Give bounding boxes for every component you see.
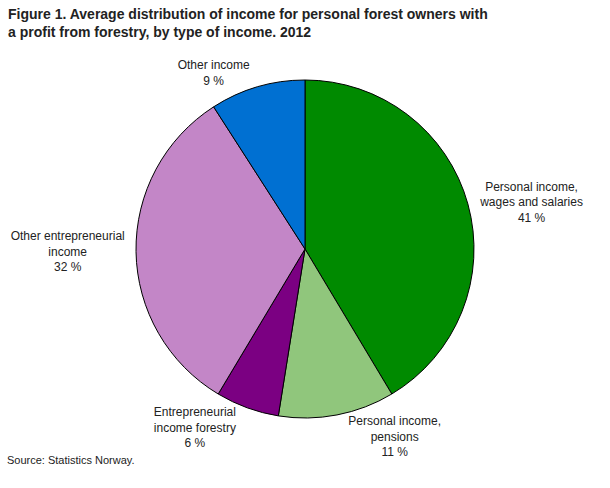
svg-text:Entrepreneurialincome forestry: Entrepreneurialincome forestry6 % <box>154 405 236 450</box>
svg-text:Figure 1. Average distribution: Figure 1. Average distribution of income… <box>8 6 488 40</box>
svg-text:Other income9 %: Other income9 % <box>178 58 250 88</box>
svg-text:Personal income,wages and sala: Personal income,wages and salaries41 % <box>479 180 583 225</box>
svg-text:Other entrepreneurialincome32: Other entrepreneurialincome32 % <box>11 229 125 274</box>
svg-text:Personal income,pensions11 %: Personal income,pensions11 % <box>348 414 441 459</box>
svg-text:Source: Statistics Norway.: Source: Statistics Norway. <box>7 454 135 466</box>
